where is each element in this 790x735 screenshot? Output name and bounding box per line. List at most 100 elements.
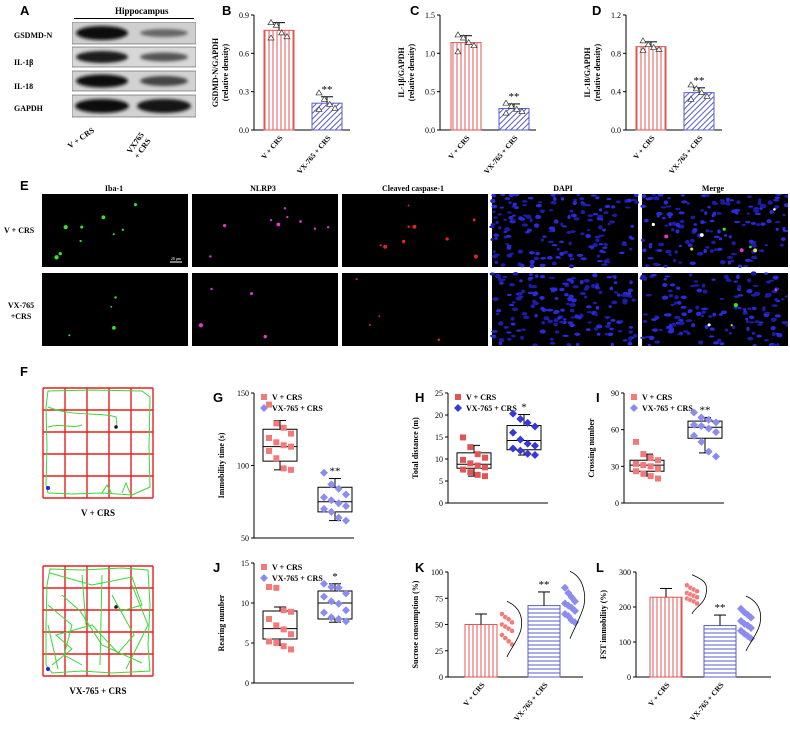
nucleus <box>518 216 524 221</box>
data-point <box>516 435 525 444</box>
fluorescent-cell <box>773 208 776 211</box>
nucleus <box>691 323 695 328</box>
nucleus <box>747 307 752 310</box>
nucleus <box>771 304 778 308</box>
data-point <box>518 107 526 114</box>
fluorescent-cell <box>210 287 213 291</box>
nucleus <box>668 293 674 298</box>
density-curve <box>691 574 708 615</box>
nucleus <box>633 194 639 198</box>
nucleus <box>567 321 574 325</box>
data-point <box>342 589 350 598</box>
nucleus <box>758 198 762 203</box>
fluorescent-cell <box>114 296 117 299</box>
nucleus <box>574 332 581 336</box>
nucleus <box>784 295 788 298</box>
data-point <box>460 434 466 441</box>
nucleus <box>609 327 614 331</box>
data-point <box>697 437 706 446</box>
nucleus <box>511 307 519 312</box>
data-point <box>499 611 505 617</box>
nucleus <box>717 229 721 234</box>
nucleus <box>728 235 732 239</box>
nucleus <box>604 242 608 247</box>
x-tick-label: V + CRS <box>631 134 656 161</box>
nucleus <box>674 250 678 254</box>
data-point <box>326 100 334 107</box>
nucleus <box>751 306 757 311</box>
nucleus <box>595 196 600 200</box>
fluorescent-cell <box>383 244 388 249</box>
nucleus <box>681 200 688 204</box>
nucleus <box>601 246 608 249</box>
nucleus <box>674 295 679 300</box>
data-point <box>531 422 539 431</box>
nucleus <box>669 327 675 331</box>
data-point <box>272 21 280 28</box>
nucleus <box>709 219 715 223</box>
y-tick-label: 50 <box>435 621 443 630</box>
nucleus <box>493 216 498 219</box>
nucleus <box>627 291 632 296</box>
y-tick-label: 25 <box>435 389 443 398</box>
nucleus <box>753 209 760 213</box>
data-point <box>712 428 720 437</box>
nucleus <box>706 194 710 197</box>
data-point <box>531 451 539 460</box>
fluorescent-cell <box>313 227 317 230</box>
nucleus <box>499 206 505 209</box>
nucleus <box>539 329 546 334</box>
nucleus <box>579 291 587 296</box>
nucleus <box>611 213 618 217</box>
data-point <box>513 105 521 112</box>
nucleus <box>568 241 572 246</box>
nucleus <box>622 339 628 342</box>
nucleus <box>678 224 685 229</box>
nucleus <box>491 204 498 209</box>
y-axis-label: Immobility time (s) <box>217 432 226 498</box>
nucleus <box>690 238 695 243</box>
chart-D: 0.0 0.4 0.8 1.2 IL-18/GAPDH (relative density… <box>583 11 722 176</box>
nucleus <box>764 339 770 342</box>
nucleus <box>654 340 661 344</box>
nucleus <box>560 222 564 227</box>
nucleus <box>491 330 498 333</box>
nucleus <box>772 275 779 280</box>
nucleus <box>744 220 751 224</box>
end-point <box>114 605 118 609</box>
nucleus <box>716 338 722 343</box>
nucleus <box>521 204 527 207</box>
fluorescent-cell <box>473 254 478 259</box>
nucleus <box>572 201 578 206</box>
nucleus <box>640 336 646 339</box>
nucleus <box>680 194 685 197</box>
nucleus <box>671 221 677 226</box>
y-tick-label: 15 <box>435 433 443 442</box>
y-tick-label: 10 <box>435 455 443 464</box>
data-point <box>454 31 462 38</box>
nucleus <box>770 325 776 331</box>
nucleus <box>670 227 675 232</box>
nucleus <box>678 244 683 248</box>
nucleus <box>664 275 671 278</box>
nucleus <box>510 316 515 321</box>
if-column-label: Iba-1 <box>104 184 124 193</box>
data-point <box>288 430 294 437</box>
data-point <box>502 109 510 116</box>
nucleus <box>598 208 603 212</box>
data-point <box>690 408 698 417</box>
nucleus <box>774 221 781 224</box>
significance-mark: * <box>332 571 338 583</box>
nucleus <box>780 237 786 241</box>
nucleus <box>748 321 755 324</box>
nucleus <box>667 197 671 200</box>
nucleus <box>563 250 568 254</box>
data-point <box>280 465 287 472</box>
x-tick-label: VX-765 + CRS <box>667 134 704 176</box>
nucleus <box>781 321 788 324</box>
nucleus <box>657 249 663 252</box>
fluorescent-cell <box>286 216 289 219</box>
data-point <box>704 424 713 433</box>
nucleus <box>548 209 554 212</box>
data-point <box>342 516 350 525</box>
